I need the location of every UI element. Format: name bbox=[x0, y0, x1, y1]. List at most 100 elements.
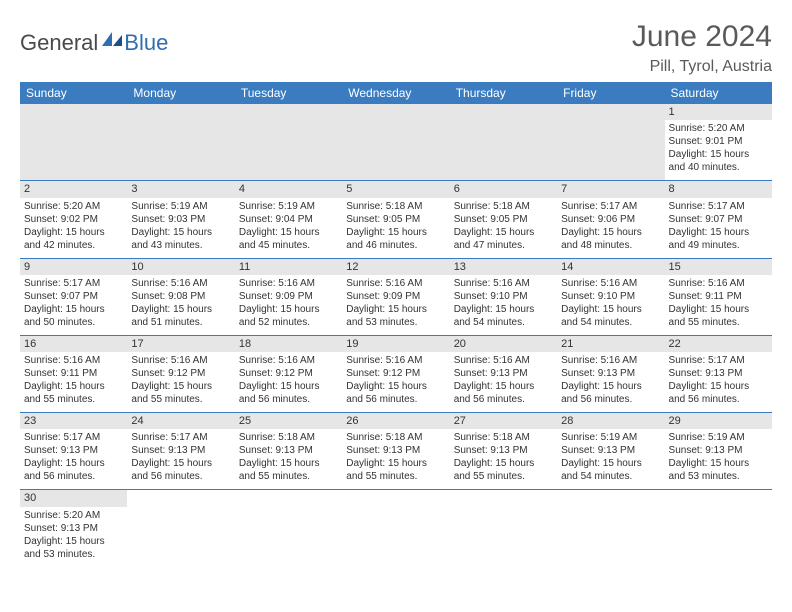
day-number: 22 bbox=[665, 336, 772, 352]
daylight-text: and 49 minutes. bbox=[669, 239, 768, 252]
daylight-text: Daylight: 15 hours bbox=[669, 457, 768, 470]
sunset-text: Sunset: 9:06 PM bbox=[561, 213, 660, 226]
calendar-header-row: SundayMondayTuesdayWednesdayThursdayFrid… bbox=[20, 82, 772, 104]
sunset-text: Sunset: 9:13 PM bbox=[24, 444, 123, 457]
daylight-text: Daylight: 15 hours bbox=[669, 148, 768, 161]
daylight-text: and 53 minutes. bbox=[24, 548, 123, 561]
day-number: 16 bbox=[20, 336, 127, 352]
sunrise-text: Sunrise: 5:16 AM bbox=[131, 354, 230, 367]
day-number: 12 bbox=[342, 259, 449, 275]
daylight-text: Daylight: 15 hours bbox=[561, 380, 660, 393]
day-number: 17 bbox=[127, 336, 234, 352]
sunset-text: Sunset: 9:13 PM bbox=[131, 444, 230, 457]
calendar-week-row: 1Sunrise: 5:20 AMSunset: 9:01 PMDaylight… bbox=[20, 104, 772, 181]
sunrise-text: Sunrise: 5:16 AM bbox=[669, 277, 768, 290]
day-number: 19 bbox=[342, 336, 449, 352]
daylight-text: Daylight: 15 hours bbox=[561, 303, 660, 316]
sunrise-text: Sunrise: 5:17 AM bbox=[669, 200, 768, 213]
daylight-text: Daylight: 15 hours bbox=[24, 380, 123, 393]
calendar-cell bbox=[235, 490, 342, 567]
sunrise-text: Sunrise: 5:17 AM bbox=[24, 277, 123, 290]
calendar-week-row: 23Sunrise: 5:17 AMSunset: 9:13 PMDayligh… bbox=[20, 413, 772, 490]
day-number: 4 bbox=[235, 181, 342, 197]
daylight-text: Daylight: 15 hours bbox=[131, 380, 230, 393]
daylight-text: and 55 minutes. bbox=[131, 393, 230, 406]
sunrise-text: Sunrise: 5:16 AM bbox=[454, 277, 553, 290]
calendar-cell: 17 Sunrise: 5:16 AMSunset: 9:12 PMDayligh… bbox=[127, 335, 234, 412]
sunset-text: Sunset: 9:07 PM bbox=[669, 213, 768, 226]
sunset-text: Sunset: 9:09 PM bbox=[239, 290, 338, 303]
daylight-text: and 47 minutes. bbox=[454, 239, 553, 252]
day-number: 25 bbox=[235, 413, 342, 429]
calendar-cell: 13Sunrise: 5:16 AMSunset: 9:10 PMDayligh… bbox=[450, 258, 557, 335]
calendar-cell: 27Sunrise: 5:18 AMSunset: 9:13 PMDayligh… bbox=[450, 413, 557, 490]
sunrise-text: Sunrise: 5:16 AM bbox=[239, 277, 338, 290]
sunset-text: Sunset: 9:11 PM bbox=[669, 290, 768, 303]
calendar-cell: 24Sunrise: 5:17 AMSunset: 9:13 PMDayligh… bbox=[127, 413, 234, 490]
calendar-cell: 8Sunrise: 5:17 AMSunset: 9:07 PMDaylight… bbox=[665, 181, 772, 258]
day-header: Tuesday bbox=[235, 82, 342, 104]
sunrise-text: Sunrise: 5:18 AM bbox=[454, 431, 553, 444]
calendar-week-row: 9Sunrise: 5:17 AMSunset: 9:07 PMDaylight… bbox=[20, 258, 772, 335]
sunset-text: Sunset: 9:13 PM bbox=[239, 444, 338, 457]
sunset-text: Sunset: 9:10 PM bbox=[561, 290, 660, 303]
daylight-text: and 45 minutes. bbox=[239, 239, 338, 252]
daylight-text: Daylight: 15 hours bbox=[346, 457, 445, 470]
day-number: 23 bbox=[20, 413, 127, 429]
daylight-text: Daylight: 15 hours bbox=[131, 226, 230, 239]
title-block: June 2024 Pill, Tyrol, Austria bbox=[632, 20, 772, 76]
day-number: 30 bbox=[20, 490, 127, 506]
sunset-text: Sunset: 9:01 PM bbox=[669, 135, 768, 148]
sunrise-text: Sunrise: 5:16 AM bbox=[24, 354, 123, 367]
sunrise-text: Sunrise: 5:16 AM bbox=[454, 354, 553, 367]
sunset-text: Sunset: 9:09 PM bbox=[346, 290, 445, 303]
daylight-text: and 48 minutes. bbox=[561, 239, 660, 252]
sunrise-text: Sunrise: 5:18 AM bbox=[239, 431, 338, 444]
calendar-cell: 19Sunrise: 5:16 AMSunset: 9:12 PMDayligh… bbox=[342, 335, 449, 412]
sunset-text: Sunset: 9:13 PM bbox=[454, 367, 553, 380]
day-number: 28 bbox=[557, 413, 664, 429]
daylight-text: Daylight: 15 hours bbox=[24, 457, 123, 470]
sunrise-text: Sunrise: 5:17 AM bbox=[669, 354, 768, 367]
daylight-text: Daylight: 15 hours bbox=[131, 303, 230, 316]
daylight-text: and 55 minutes. bbox=[24, 393, 123, 406]
logo: General Blue bbox=[20, 20, 168, 56]
sunset-text: Sunset: 9:13 PM bbox=[669, 444, 768, 457]
daylight-text: Daylight: 15 hours bbox=[561, 226, 660, 239]
sunrise-text: Sunrise: 5:19 AM bbox=[131, 200, 230, 213]
calendar-cell bbox=[20, 104, 127, 181]
sunrise-text: Sunrise: 5:16 AM bbox=[239, 354, 338, 367]
calendar-cell bbox=[665, 490, 772, 567]
sunrise-text: Sunrise: 5:18 AM bbox=[346, 431, 445, 444]
daylight-text: Daylight: 15 hours bbox=[131, 457, 230, 470]
daylight-text: and 56 minutes. bbox=[561, 393, 660, 406]
daylight-text: Daylight: 15 hours bbox=[346, 303, 445, 316]
daylight-text: Daylight: 15 hours bbox=[239, 303, 338, 316]
sunset-text: Sunset: 9:11 PM bbox=[24, 367, 123, 380]
sunset-text: Sunset: 9:13 PM bbox=[24, 522, 123, 535]
sunrise-text: Sunrise: 5:19 AM bbox=[239, 200, 338, 213]
day-number: 11 bbox=[235, 259, 342, 275]
calendar-cell bbox=[127, 104, 234, 181]
calendar-cell: 5Sunrise: 5:18 AMSunset: 9:05 PMDaylight… bbox=[342, 181, 449, 258]
daylight-text: and 55 minutes. bbox=[239, 470, 338, 483]
sunset-text: Sunset: 9:10 PM bbox=[454, 290, 553, 303]
daylight-text: Daylight: 15 hours bbox=[239, 380, 338, 393]
daylight-text: Daylight: 15 hours bbox=[346, 380, 445, 393]
sunset-text: Sunset: 9:12 PM bbox=[131, 367, 230, 380]
daylight-text: and 53 minutes. bbox=[669, 470, 768, 483]
sunset-text: Sunset: 9:13 PM bbox=[669, 367, 768, 380]
sunrise-text: Sunrise: 5:20 AM bbox=[669, 122, 768, 135]
sunrise-text: Sunrise: 5:20 AM bbox=[24, 200, 123, 213]
day-header: Thursday bbox=[450, 82, 557, 104]
sunrise-text: Sunrise: 5:16 AM bbox=[561, 277, 660, 290]
sunrise-text: Sunrise: 5:17 AM bbox=[24, 431, 123, 444]
logo-text-general: General bbox=[20, 30, 98, 56]
calendar-cell: 12Sunrise: 5:16 AMSunset: 9:09 PMDayligh… bbox=[342, 258, 449, 335]
daylight-text: and 54 minutes. bbox=[454, 316, 553, 329]
logo-text-blue: Blue bbox=[124, 30, 168, 56]
sunset-text: Sunset: 9:04 PM bbox=[239, 213, 338, 226]
daylight-text: and 55 minutes. bbox=[346, 470, 445, 483]
day-header: Monday bbox=[127, 82, 234, 104]
sunset-text: Sunset: 9:12 PM bbox=[239, 367, 338, 380]
